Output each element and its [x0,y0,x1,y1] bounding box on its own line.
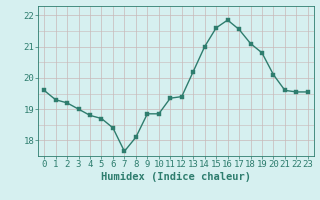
X-axis label: Humidex (Indice chaleur): Humidex (Indice chaleur) [101,172,251,182]
